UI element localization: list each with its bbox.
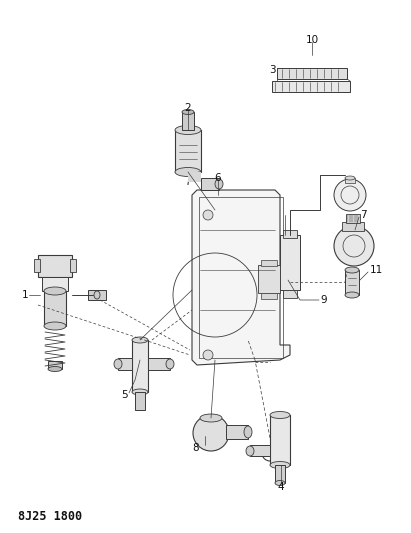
Text: 11: 11 [370, 265, 383, 275]
Ellipse shape [345, 176, 355, 180]
Ellipse shape [175, 125, 201, 134]
Bar [118, 358, 132, 370]
Circle shape [203, 350, 213, 360]
Ellipse shape [175, 167, 201, 176]
Text: 10: 10 [305, 35, 319, 45]
Bar [250, 445, 270, 456]
Ellipse shape [94, 291, 100, 299]
Bar [258, 265, 280, 293]
Ellipse shape [270, 462, 290, 469]
Bar [345, 178, 355, 183]
Bar [201, 185, 214, 198]
Ellipse shape [345, 267, 359, 273]
Ellipse shape [275, 481, 285, 486]
Ellipse shape [132, 389, 148, 395]
Text: 3: 3 [269, 65, 276, 75]
Bar [48, 361, 62, 369]
Ellipse shape [246, 446, 254, 456]
Ellipse shape [244, 426, 252, 438]
Circle shape [203, 210, 213, 220]
Bar [277, 68, 347, 79]
Bar [135, 392, 145, 410]
Bar [70, 259, 76, 272]
Text: 5: 5 [121, 390, 128, 400]
Bar [283, 290, 297, 298]
Ellipse shape [345, 292, 359, 298]
Circle shape [334, 226, 374, 266]
Ellipse shape [44, 287, 66, 295]
Ellipse shape [132, 337, 148, 343]
Bar [261, 260, 277, 266]
Bar [261, 293, 277, 299]
Ellipse shape [182, 109, 194, 115]
Bar [275, 465, 285, 483]
Text: 7: 7 [360, 210, 367, 220]
Text: 9: 9 [320, 295, 327, 305]
Circle shape [193, 415, 229, 451]
Text: 4: 4 [278, 482, 284, 492]
Bar [199, 197, 283, 358]
Ellipse shape [215, 179, 223, 189]
Text: 8J25 1800: 8J25 1800 [18, 510, 82, 523]
Ellipse shape [44, 322, 66, 330]
Text: 6: 6 [215, 173, 221, 183]
Bar [188, 172, 201, 182]
Text: 8: 8 [193, 443, 199, 453]
Bar [132, 340, 148, 392]
Bar [42, 277, 68, 291]
Ellipse shape [114, 359, 122, 369]
Ellipse shape [200, 414, 222, 422]
Circle shape [334, 179, 366, 211]
Text: 1: 1 [21, 290, 28, 300]
Bar [272, 81, 350, 92]
Bar [226, 425, 248, 439]
Bar [283, 230, 297, 238]
Bar [44, 291, 66, 326]
Bar [342, 222, 364, 231]
Bar [38, 255, 72, 277]
Bar [175, 130, 201, 172]
Bar [280, 235, 300, 290]
Bar [345, 270, 359, 295]
Ellipse shape [48, 367, 62, 372]
Text: 2: 2 [185, 103, 191, 113]
Ellipse shape [166, 359, 174, 369]
Bar [270, 415, 290, 465]
Bar [148, 358, 170, 370]
Bar [201, 178, 219, 190]
Ellipse shape [270, 411, 290, 418]
Bar [346, 214, 360, 223]
Bar [34, 259, 40, 272]
Polygon shape [192, 190, 290, 365]
Bar [88, 290, 106, 300]
Bar [182, 112, 194, 130]
